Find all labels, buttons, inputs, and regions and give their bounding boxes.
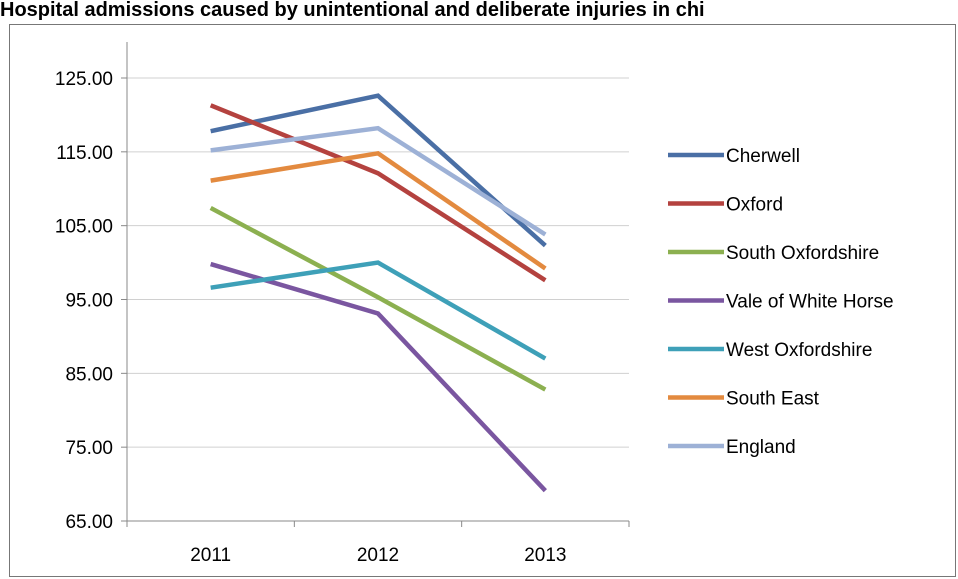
y-tick-label: 95.00 xyxy=(65,291,113,312)
y-tick-label: 125.00 xyxy=(55,69,113,90)
legend-label: Cherwell xyxy=(726,146,800,167)
x-tick-label: 2013 xyxy=(524,545,566,566)
series-line xyxy=(209,103,547,283)
series-line xyxy=(210,150,547,271)
x-tick-label: 2011 xyxy=(190,545,231,566)
y-tick-label: 105.00 xyxy=(55,217,113,238)
legend-label: South Oxfordshire xyxy=(726,243,879,264)
y-tick-label: 65.00 xyxy=(65,512,113,533)
series-line xyxy=(210,260,547,361)
axes xyxy=(121,42,630,527)
chart-title: Hospital admissions caused by unintentio… xyxy=(0,0,705,21)
legend-label: South East xyxy=(726,389,820,410)
y-tick-label: 75.00 xyxy=(65,438,113,459)
series-lines xyxy=(209,93,547,493)
tick-labels: 125.00 115.00 105.00 95.00 85.00 75.00 65.00 20… xyxy=(55,69,567,566)
legend-label: England xyxy=(726,437,796,458)
chart-frame xyxy=(9,24,956,577)
legend-label: West Oxfordshire xyxy=(726,340,872,361)
gridlines xyxy=(127,77,629,448)
series-line xyxy=(210,125,547,237)
legend: Cherwell Oxford South Oxfordshire Vale of W… xyxy=(668,146,894,458)
legend-label: Vale of White Horse xyxy=(726,292,894,313)
y-tick-label: 85.00 xyxy=(65,364,113,385)
series-line xyxy=(209,205,547,392)
legend-label: Oxford xyxy=(726,195,783,216)
x-tick-label: 2012 xyxy=(357,545,399,566)
y-tick-label: 115.00 xyxy=(56,143,113,164)
series-line xyxy=(210,93,547,248)
